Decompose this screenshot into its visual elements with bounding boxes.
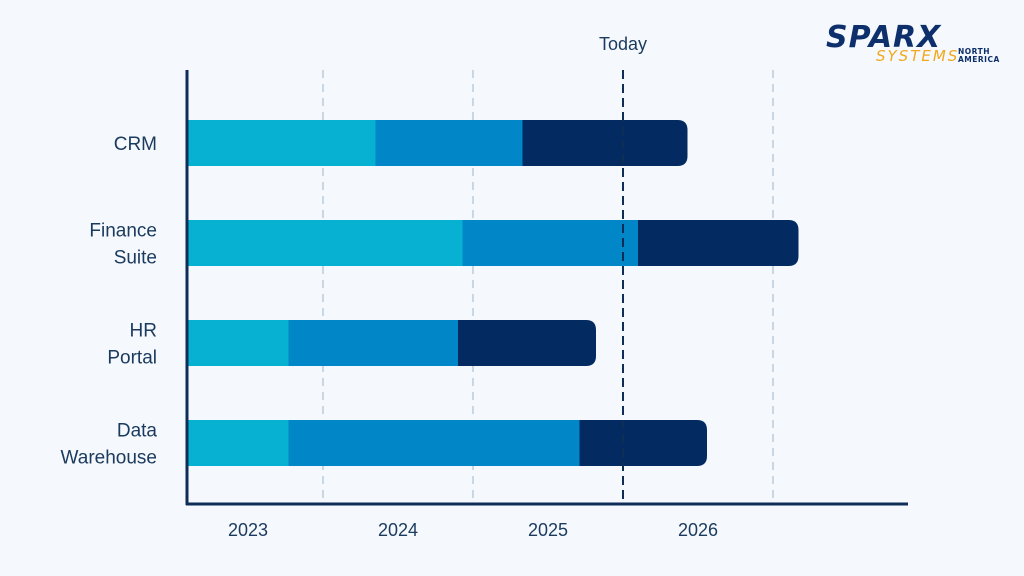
x-tick-2024: 2024 xyxy=(378,520,418,540)
bar-segment-2-1 xyxy=(288,320,459,366)
sparx-logo: SPARX SYSTEMS NORTH AMERICA xyxy=(826,20,1000,65)
category-label-1-0: Finance xyxy=(89,221,157,242)
x-tick-2023: 2023 xyxy=(228,520,268,540)
x-tick-2026: 2026 xyxy=(678,520,718,540)
x-tick-labels: 2023 2024 2025 2026 xyxy=(228,520,718,540)
bar-segment-1-1 xyxy=(462,220,639,266)
category-label-2-1: Portal xyxy=(107,348,157,369)
logo-region-line1: NORTH xyxy=(958,47,990,56)
category-label-1-1: Suite xyxy=(114,248,157,269)
bar-segment-3-1 xyxy=(288,420,580,466)
bar-segment-0-1 xyxy=(375,120,523,166)
logo-region-line2: AMERICA xyxy=(958,55,1000,64)
bar-segment-0-2 xyxy=(522,120,688,166)
bar-segment-2-0 xyxy=(188,320,289,366)
logo-main-text: SPARX xyxy=(826,20,942,55)
today-marker: Today xyxy=(599,34,647,503)
category-label-2-0: HR xyxy=(130,321,157,342)
today-label: Today xyxy=(599,34,647,54)
category-label-3-0: Data xyxy=(117,421,158,442)
bar-segment-0-0 xyxy=(188,120,376,166)
category-label-0-0: CRM xyxy=(114,134,157,155)
bar-segment-3-2 xyxy=(579,420,707,466)
axes xyxy=(185,70,908,506)
bar-segment-1-0 xyxy=(188,220,463,266)
bar-segment-1-2 xyxy=(638,220,799,266)
x-tick-2025: 2025 xyxy=(528,520,568,540)
bars xyxy=(188,120,799,466)
logo-sub-text: SYSTEMS xyxy=(876,47,959,65)
category-label-3-1: Warehouse xyxy=(61,448,157,469)
bar-segment-3-0 xyxy=(188,420,289,466)
category-labels: CRM Finance Suite HR Portal Data Warehouse xyxy=(61,134,158,469)
bar-segment-2-2 xyxy=(458,320,596,366)
